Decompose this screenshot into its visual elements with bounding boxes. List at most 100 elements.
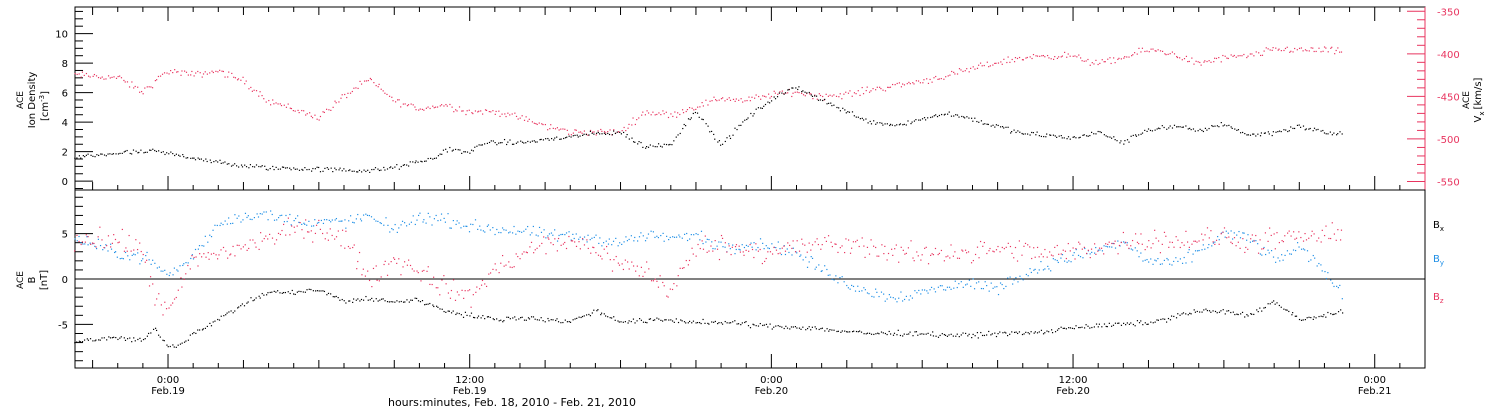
field-bx-point xyxy=(588,313,590,316)
field-bx-point xyxy=(1132,323,1134,326)
velocity-point xyxy=(631,124,633,126)
field-bz-point xyxy=(912,257,914,259)
density-point xyxy=(632,141,635,143)
density-point xyxy=(819,99,822,101)
density-point xyxy=(776,96,779,98)
field-by-point xyxy=(815,266,817,268)
density-point xyxy=(1304,129,1306,131)
field-by-point xyxy=(400,224,402,226)
field-bz-point xyxy=(1191,243,1193,245)
velocity-point xyxy=(1263,50,1265,52)
density-point xyxy=(1031,131,1033,134)
field-bx-point xyxy=(1189,312,1191,314)
velocity-point xyxy=(1032,53,1035,56)
velocity-point xyxy=(1235,56,1237,58)
velocity-point xyxy=(74,73,76,75)
field-bz-point xyxy=(481,279,484,282)
velocity-point xyxy=(900,86,902,88)
field-bz-point xyxy=(274,243,276,245)
velocity-point xyxy=(109,77,111,79)
field-bz-point xyxy=(692,253,694,255)
density-point xyxy=(1288,130,1290,132)
field-bx-point xyxy=(525,319,527,321)
field-by-point xyxy=(326,219,328,221)
density-point xyxy=(1113,136,1115,138)
density-point xyxy=(987,123,989,126)
velocity-point xyxy=(1044,56,1046,58)
field-bx-point xyxy=(1280,306,1282,308)
velocity-point xyxy=(988,66,990,68)
density-point xyxy=(525,142,527,144)
density-point xyxy=(1085,135,1088,137)
field-by-point xyxy=(1001,283,1003,286)
field-bx-point xyxy=(622,321,624,323)
field-by-point xyxy=(95,248,98,250)
field-by-point xyxy=(697,233,699,236)
velocity-point xyxy=(126,81,129,83)
field-bz-point xyxy=(650,280,653,282)
field-bz-point xyxy=(728,245,730,247)
density-point xyxy=(899,123,902,125)
field-bx-point xyxy=(1117,322,1119,324)
density-point xyxy=(815,95,818,97)
velocity-point xyxy=(190,74,192,76)
field-by-point xyxy=(587,234,589,236)
density-point xyxy=(119,152,121,155)
field-bz-point xyxy=(392,257,395,259)
field-bz-point xyxy=(78,240,80,243)
field-by-point xyxy=(191,254,193,256)
density-point xyxy=(626,133,628,136)
field-by-point xyxy=(443,217,445,220)
field-bz-point xyxy=(1083,246,1085,248)
field-bx-point xyxy=(800,328,802,330)
field-by-point xyxy=(450,227,452,229)
field-bz-point xyxy=(427,266,429,268)
field-bz-point xyxy=(878,255,880,257)
field-bx-point xyxy=(486,316,489,318)
field-bz-point xyxy=(85,234,87,236)
field-by-point xyxy=(179,265,181,267)
field-by-point xyxy=(1099,249,1101,251)
velocity-point xyxy=(724,100,726,102)
density-point xyxy=(830,102,832,104)
field-bx-point xyxy=(930,334,932,336)
field-bx-point xyxy=(369,299,371,301)
field-bz-point xyxy=(934,247,937,250)
field-bz-point xyxy=(613,259,615,261)
field-bz-point xyxy=(870,239,872,241)
field-tick-label: -5 xyxy=(58,320,68,331)
field-bz-point xyxy=(663,285,665,287)
field-bz-point xyxy=(1107,243,1109,246)
field-by-point xyxy=(1255,240,1257,242)
field-bx-point xyxy=(226,312,228,314)
velocity-point xyxy=(1243,53,1245,56)
field-by-point xyxy=(486,225,488,227)
density-point xyxy=(833,104,835,106)
density-point xyxy=(414,162,416,164)
field-by-point xyxy=(1075,248,1077,251)
field-bx-point xyxy=(441,308,443,310)
field-by-point xyxy=(263,211,265,213)
field-bz-point xyxy=(197,265,199,267)
field-bx-point xyxy=(1273,300,1275,302)
density-point xyxy=(311,170,313,172)
density-point xyxy=(265,168,267,171)
field-bx-point xyxy=(1051,329,1053,331)
velocity-point xyxy=(1029,56,1031,58)
velocity-point xyxy=(597,130,599,132)
velocity-point xyxy=(880,88,882,90)
density-point xyxy=(1218,126,1220,128)
field-by-point xyxy=(927,292,929,294)
density-point xyxy=(1309,127,1311,130)
velocity-point xyxy=(363,80,366,82)
velocity-point xyxy=(953,71,955,73)
velocity-point xyxy=(1215,57,1218,60)
field-by-point xyxy=(617,245,619,247)
velocity-point xyxy=(492,110,494,112)
field-bx-point xyxy=(1327,311,1329,314)
field-by-point xyxy=(293,220,295,222)
field-bz-point xyxy=(203,253,205,255)
velocity-point xyxy=(456,110,458,112)
field-bz-point xyxy=(738,245,740,247)
density-point xyxy=(185,157,187,159)
